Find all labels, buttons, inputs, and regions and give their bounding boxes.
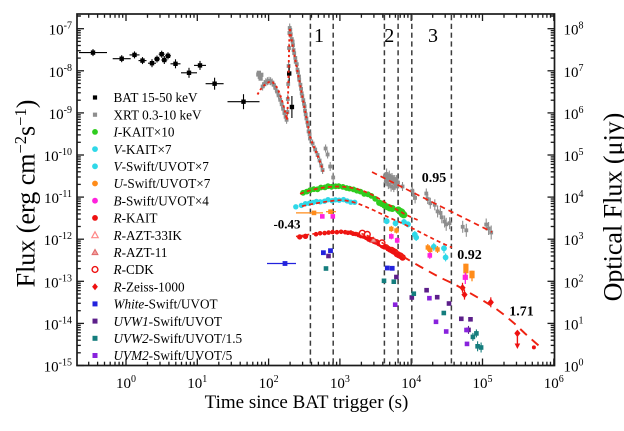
svg-text:0.95: 0.95 bbox=[422, 171, 447, 186]
svg-text:UVW2-Swift/UVOT/1.5: UVW2-Swift/UVOT/1.5 bbox=[114, 331, 243, 346]
svg-text:UVW1-Swift/UVOT: UVW1-Swift/UVOT bbox=[114, 314, 222, 329]
svg-text:R-Zeiss-1000: R-Zeiss-1000 bbox=[113, 279, 185, 294]
svg-text:White-Swift/UVOT: White-Swift/UVOT bbox=[114, 297, 218, 312]
svg-text:Flux (erg cm−2s−1): Flux (erg cm−2s−1) bbox=[11, 100, 41, 288]
svg-text:3: 3 bbox=[428, 25, 438, 47]
svg-text:1.71: 1.71 bbox=[509, 304, 534, 319]
svg-text:0.92: 0.92 bbox=[457, 248, 482, 263]
svg-text:R-AZT-11: R-AZT-11 bbox=[113, 245, 168, 260]
svg-text:BAT 15-50 keV: BAT 15-50 keV bbox=[114, 90, 198, 105]
svg-text:I-KAIT×10: I-KAIT×10 bbox=[113, 125, 175, 140]
svg-text:-0.43: -0.43 bbox=[273, 217, 301, 232]
svg-text:Optical Flux (μjy): Optical Flux (μjy) bbox=[599, 113, 624, 302]
svg-text:2: 2 bbox=[384, 25, 394, 47]
svg-text:V-Swift/UVOT×7: V-Swift/UVOT×7 bbox=[114, 159, 210, 174]
svg-text:UVM2-Swift/UVOT/5: UVM2-Swift/UVOT/5 bbox=[114, 348, 233, 363]
svg-text:XRT 0.3-10 keV: XRT 0.3-10 keV bbox=[114, 107, 202, 122]
svg-text:U-Swift/UVOT×7: U-Swift/UVOT×7 bbox=[114, 176, 211, 191]
svg-text:R-KAIT: R-KAIT bbox=[113, 211, 158, 226]
svg-text:1: 1 bbox=[314, 25, 324, 47]
svg-text:B-Swift/UVOT×4: B-Swift/UVOT×4 bbox=[114, 193, 210, 208]
svg-text:V-KAIT×7: V-KAIT×7 bbox=[114, 142, 172, 157]
svg-text:R-CDK: R-CDK bbox=[113, 262, 155, 277]
svg-text:R-AZT-33IK: R-AZT-33IK bbox=[113, 228, 183, 243]
svg-text:Time since BAT trigger (s): Time since BAT trigger (s) bbox=[205, 392, 409, 413]
